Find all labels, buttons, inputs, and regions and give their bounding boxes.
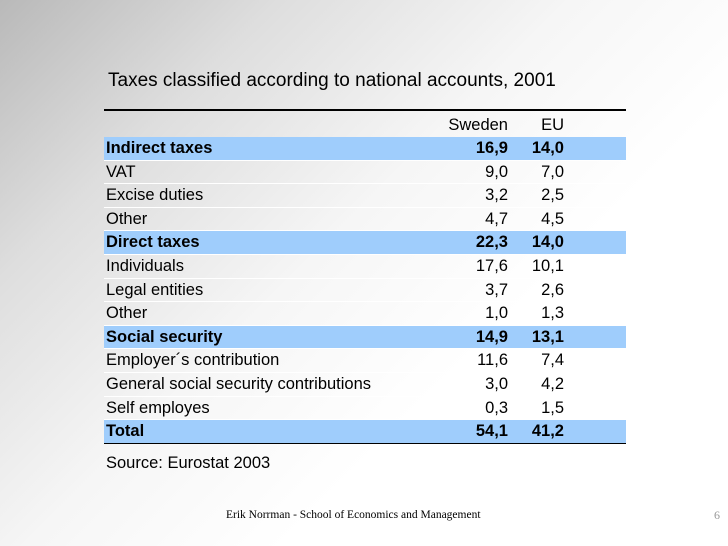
table-header-row: Sweden EU <box>104 111 626 137</box>
row-label: Other <box>106 209 148 228</box>
cell-sweden: 17,6 <box>475 256 508 275</box>
cell-sweden: 3,2 <box>485 186 508 205</box>
slide-footer: Erik Norrman - School of Economics and M… <box>226 509 481 521</box>
row-label: VAT <box>106 162 136 181</box>
cell-eu: 4,5 <box>541 209 564 228</box>
table-row: VAT 9,0 7,0 <box>104 161 626 184</box>
slide-title: Taxes classified according to national a… <box>108 70 556 91</box>
row-label: Excise duties <box>106 186 204 205</box>
cell-sweden: 11,6 <box>477 351 508 370</box>
tax-table: Sweden EU Indirect taxes 16,9 14,0 VAT 9,0 7,… <box>104 109 626 444</box>
row-separator <box>104 206 626 208</box>
cell-sweden: 3,7 <box>485 280 508 299</box>
table-row: Individuals 17,6 10,1 <box>104 255 626 278</box>
table-row: Employer´s contribution 11,6 7,4 <box>104 349 626 372</box>
cell-eu: 10,1 <box>531 256 564 275</box>
row-separator <box>104 159 626 161</box>
cell-sweden: 0,3 <box>485 398 508 417</box>
cell-eu: 7,4 <box>541 351 564 370</box>
cell-eu: 2,5 <box>541 186 564 205</box>
row-separator <box>104 324 626 326</box>
table-row-subtotal: Direct taxes 22,3 14,0 <box>104 231 626 254</box>
cell-eu: 13,1 <box>531 327 564 346</box>
table-row-subtotal: Social security 14,9 13,1 <box>104 325 626 349</box>
row-separator <box>104 183 626 185</box>
cell-sweden: 3,0 <box>485 374 508 393</box>
row-label: General social security contributions <box>106 374 372 393</box>
cell-sweden: 14,9 <box>475 327 508 346</box>
table-row-subtotal: Indirect taxes 16,9 14,0 <box>104 137 626 160</box>
row-separator <box>104 277 626 279</box>
row-label: Total <box>106 422 145 441</box>
cell-eu: 4,2 <box>541 374 564 393</box>
source-note: Source: Eurostat 2003 <box>106 454 271 472</box>
row-separator <box>104 253 626 255</box>
cell-sweden: 1,0 <box>485 304 508 323</box>
cell-eu: 2,6 <box>541 280 564 299</box>
row-separator <box>104 348 626 350</box>
row-label: Legal entities <box>106 280 204 299</box>
cell-eu: 14,0 <box>531 139 564 157</box>
table-row: Self employes 0,3 1,5 <box>104 397 626 420</box>
row-separator <box>104 395 626 397</box>
table-row: Legal entities 3,7 2,6 <box>104 279 626 302</box>
cell-sweden: 16,9 <box>475 139 508 157</box>
row-separator <box>104 371 626 373</box>
row-label: Social security <box>106 327 223 346</box>
page-number: 6 <box>714 508 720 522</box>
row-separator <box>104 230 626 232</box>
table-row: Other 1,0 1,3 <box>104 302 626 325</box>
column-header-sweden: Sweden <box>448 116 508 134</box>
table-top-rule <box>104 109 626 111</box>
row-label: Indirect taxes <box>106 139 213 157</box>
row-separator <box>104 301 626 303</box>
table-row: Other 4,7 4,5 <box>104 208 626 231</box>
row-label: Other <box>106 304 148 323</box>
row-label: Direct taxes <box>106 233 200 252</box>
row-label: Individuals <box>106 256 184 275</box>
cell-eu: 41,2 <box>531 422 564 441</box>
cell-sweden: 54,1 <box>475 422 508 441</box>
cell-sweden: 4,7 <box>485 209 508 228</box>
table-bottom-rule <box>104 442 626 444</box>
cell-sweden: 9,0 <box>485 162 508 181</box>
table-row: General social security contributions 3,0… <box>104 373 626 396</box>
table-row-subtotal: Total 54,1 41,2 <box>104 420 626 443</box>
column-header-eu: EU <box>541 116 564 134</box>
cell-eu: 14,0 <box>531 233 564 252</box>
table-row: Excise duties 3,2 2,5 <box>104 184 626 207</box>
row-separator <box>104 419 626 421</box>
row-label: Employer´s contribution <box>106 351 280 370</box>
cell-sweden: 22,3 <box>475 233 508 252</box>
cell-eu: 1,3 <box>541 304 564 323</box>
table-body: Indirect taxes 16,9 14,0 VAT 9,0 7,0 Excise du… <box>104 137 626 443</box>
cell-eu: 1,5 <box>541 398 564 417</box>
cell-eu: 7,0 <box>541 162 564 181</box>
row-label: Self employes <box>106 398 210 417</box>
